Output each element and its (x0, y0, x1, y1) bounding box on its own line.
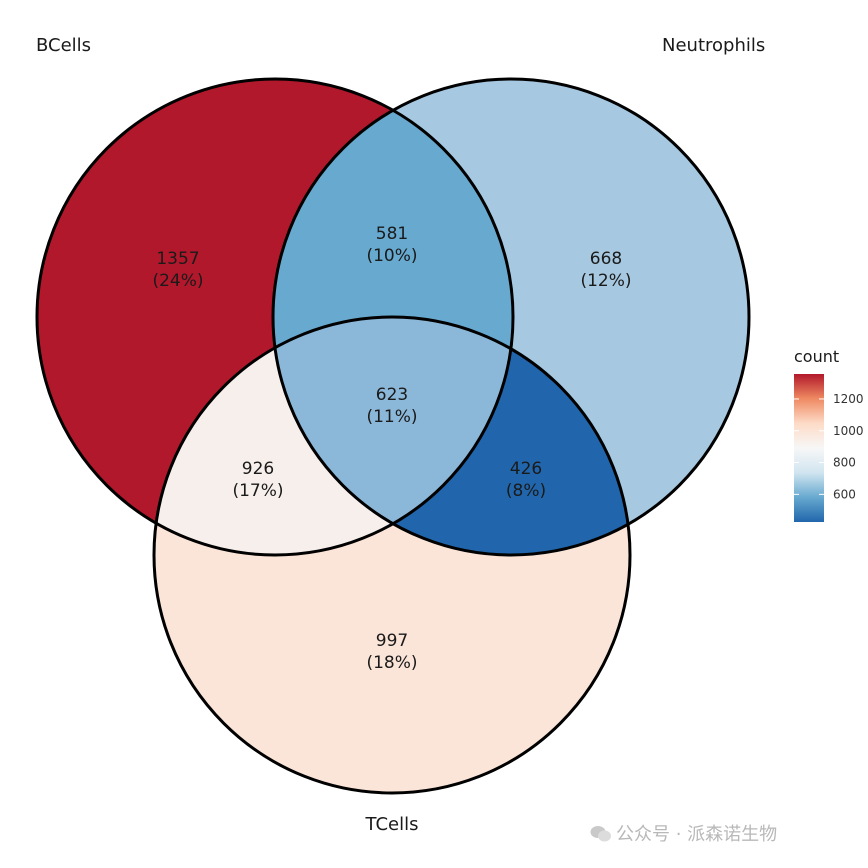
bcells-outline (35, 77, 515, 557)
set-label-neutrophils: Neutrophils (662, 35, 765, 56)
wechat-icon (590, 826, 611, 842)
pct-tcells-only: (18%) (366, 653, 417, 673)
region-label-all-three: 623 (11%) (366, 385, 417, 427)
count-neutrophils-only: 668 (590, 249, 622, 269)
legend-tick-label: 1000 (833, 424, 864, 438)
region-label-neutrophils-only: 668 (12%) (580, 249, 631, 291)
region-label-tcells-only: 997 (18%) (366, 631, 417, 673)
pct-all-three: (11%) (366, 407, 417, 427)
legend-tick-label: 800 (833, 456, 856, 470)
tcells-outline (152, 315, 632, 795)
legend-colorbar (794, 374, 824, 522)
legend-tick-label: 1200 (833, 392, 864, 406)
count-all-three: 623 (376, 385, 408, 405)
region-label-bcells-only: 1357 (24%) (152, 249, 203, 291)
count-bcells-tcells: 926 (242, 459, 274, 479)
color-legend: count 1200 1000 800 600 (794, 347, 864, 522)
pct-bcells-neutrophils: (10%) (366, 246, 417, 266)
pct-bcells-tcells: (17%) (232, 481, 283, 501)
set-label-bcells: BCells (36, 35, 91, 56)
count-tcells-only: 997 (376, 631, 408, 651)
watermark: 公众号 · 派森诺生物 (590, 820, 777, 846)
pct-bcells-only: (24%) (152, 271, 203, 291)
region-neutrophils-tcells (273, 317, 630, 555)
pct-neutrophils-tcells: (8%) (506, 481, 546, 501)
set-label-tcells: TCells (365, 814, 419, 835)
pct-neutrophils-only: (12%) (580, 271, 631, 291)
region-label-neutrophils-tcells: 426 (8%) (506, 459, 546, 501)
region-label-bcells-neutrophils: 581 (10%) (366, 224, 417, 266)
count-bcells-neutrophils: 581 (376, 224, 408, 244)
count-bcells-only: 1357 (156, 249, 199, 269)
circle-outlines (35, 77, 751, 795)
legend-tick-label: 600 (833, 487, 856, 501)
neutrophils-outline (271, 77, 751, 557)
legend-ticks: 1200 1000 800 600 (794, 392, 864, 501)
count-neutrophils-tcells: 426 (510, 459, 542, 479)
legend-title: count (794, 347, 839, 366)
region-label-bcells-tcells: 926 (17%) (232, 459, 283, 501)
watermark-text: 公众号 · 派森诺生物 (616, 824, 778, 845)
